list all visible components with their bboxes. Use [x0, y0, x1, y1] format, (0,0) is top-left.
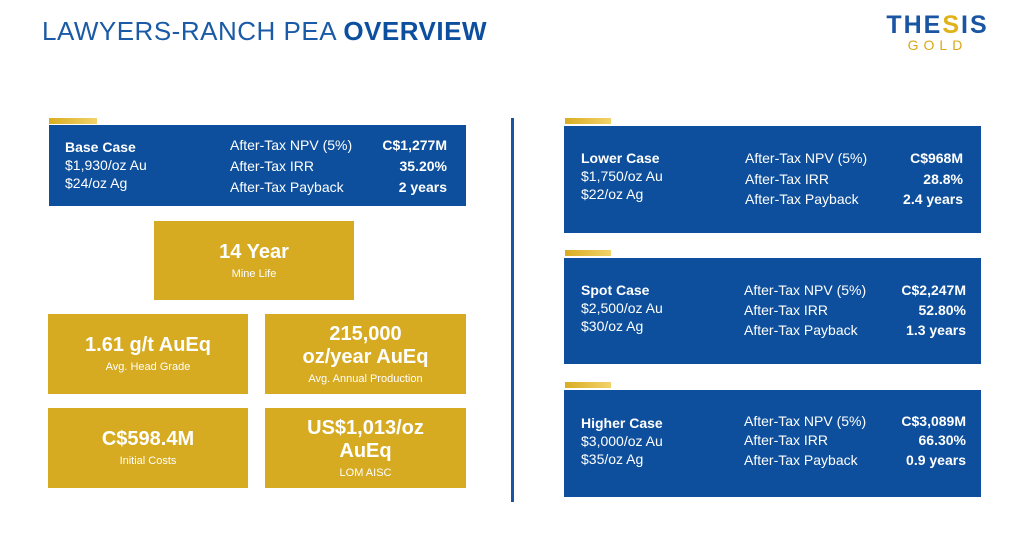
- spot-case-irr-row: After-Tax IRR 52.80%: [744, 302, 966, 318]
- spot-case-payback-row: After-Tax Payback 1.3 years: [744, 322, 966, 338]
- annual-production-label: Avg. Annual Production: [308, 372, 423, 385]
- initial-costs-card: C$598.4M Initial Costs: [48, 408, 248, 488]
- mine-life-card: 14 Year Mine Life: [154, 221, 354, 300]
- lower-case-payback-row: After-Tax Payback 2.4 years: [745, 191, 963, 207]
- logo-wordmark: THESIS: [886, 11, 989, 39]
- base-case-silver-price: $24/oz Ag: [65, 175, 128, 191]
- higher-case-irr-row: After-Tax IRR 66.30%: [744, 432, 966, 448]
- lower-case-gold-price: $1,750/oz Au: [581, 168, 663, 184]
- initial-costs-value: C$598.4M: [101, 428, 195, 450]
- higher-case-gold-price: $3,000/oz Au: [581, 433, 663, 449]
- initial-costs-label: Initial Costs: [119, 455, 177, 467]
- vertical-divider: [511, 118, 514, 502]
- base-case-gold-price: $1,930/oz Au: [65, 157, 147, 173]
- base-case-name: Base Case: [65, 139, 136, 155]
- base-case-payback-row: After-Tax Payback 2 years: [230, 179, 447, 195]
- page-title-strong: OVERVIEW: [343, 16, 487, 46]
- mine-life-label: Mine Life: [231, 267, 277, 280]
- head-grade-label: Avg. Head Grade: [105, 361, 191, 373]
- logo-subtitle: GOLD: [907, 37, 968, 53]
- page-title-prefix: LAWYERS-RANCH PEA: [42, 16, 344, 46]
- higher-case-npv-row: After-Tax NPV (5%) C$3,089M: [744, 413, 966, 429]
- higher-case-silver-price: $35/oz Ag: [581, 451, 644, 467]
- base-case-panel: Base Case $1,930/oz Au $24/oz Ag After-T…: [49, 125, 466, 206]
- annual-production-card: 215,000 oz/year AuEq Avg. Annual Product…: [265, 314, 466, 394]
- aisc-label: LOM AISC: [339, 466, 392, 479]
- spot-case-name: Spot Case: [581, 282, 650, 298]
- spot-case-panel: Spot Case $2,500/oz Au $30/oz Ag After-T…: [564, 258, 981, 364]
- lower-case-irr-row: After-Tax IRR 28.8%: [745, 171, 963, 187]
- higher-case-payback-row: After-Tax Payback 0.9 years: [744, 452, 966, 468]
- higher-case-name: Higher Case: [581, 415, 663, 431]
- head-grade-value: 1.61 g/t AuEq: [85, 334, 211, 356]
- spot-case-tab: [565, 250, 611, 256]
- aisc-value-line2: AuEq: [339, 439, 392, 462]
- thesis-gold-logo: THESIS GOLD: [880, 12, 995, 52]
- mine-life-value: 14 Year: [219, 240, 289, 263]
- lower-case-silver-price: $22/oz Ag: [581, 186, 644, 202]
- aisc-value-line1: US$1,013/oz: [307, 416, 424, 439]
- annual-production-value-line1: 215,000: [329, 322, 402, 345]
- lower-case-name: Lower Case: [581, 150, 660, 166]
- aisc-card: US$1,013/oz AuEq LOM AISC: [265, 408, 466, 488]
- head-grade-card: 1.61 g/t AuEq Avg. Head Grade: [48, 314, 248, 394]
- spot-case-gold-price: $2,500/oz Au: [581, 300, 663, 316]
- spot-case-silver-price: $30/oz Ag: [581, 318, 644, 334]
- higher-case-tab: [565, 382, 611, 388]
- annual-production-value-line2: oz/year AuEq: [302, 345, 429, 368]
- base-case-npv-row: After-Tax NPV (5%) C$1,277M: [230, 137, 447, 153]
- lower-case-panel: Lower Case $1,750/oz Au $22/oz Ag After-…: [564, 126, 981, 233]
- higher-case-panel: Higher Case $3,000/oz Au $35/oz Ag After…: [564, 390, 981, 497]
- lower-case-npv-row: After-Tax NPV (5%) C$968M: [745, 150, 963, 166]
- base-case-tab: [49, 118, 97, 124]
- spot-case-npv-row: After-Tax NPV (5%) C$2,247M: [744, 282, 966, 298]
- lower-case-tab: [565, 118, 611, 124]
- page-title: LAWYERS-RANCH PEA OVERVIEW: [42, 16, 487, 47]
- base-case-irr-row: After-Tax IRR 35.20%: [230, 158, 447, 174]
